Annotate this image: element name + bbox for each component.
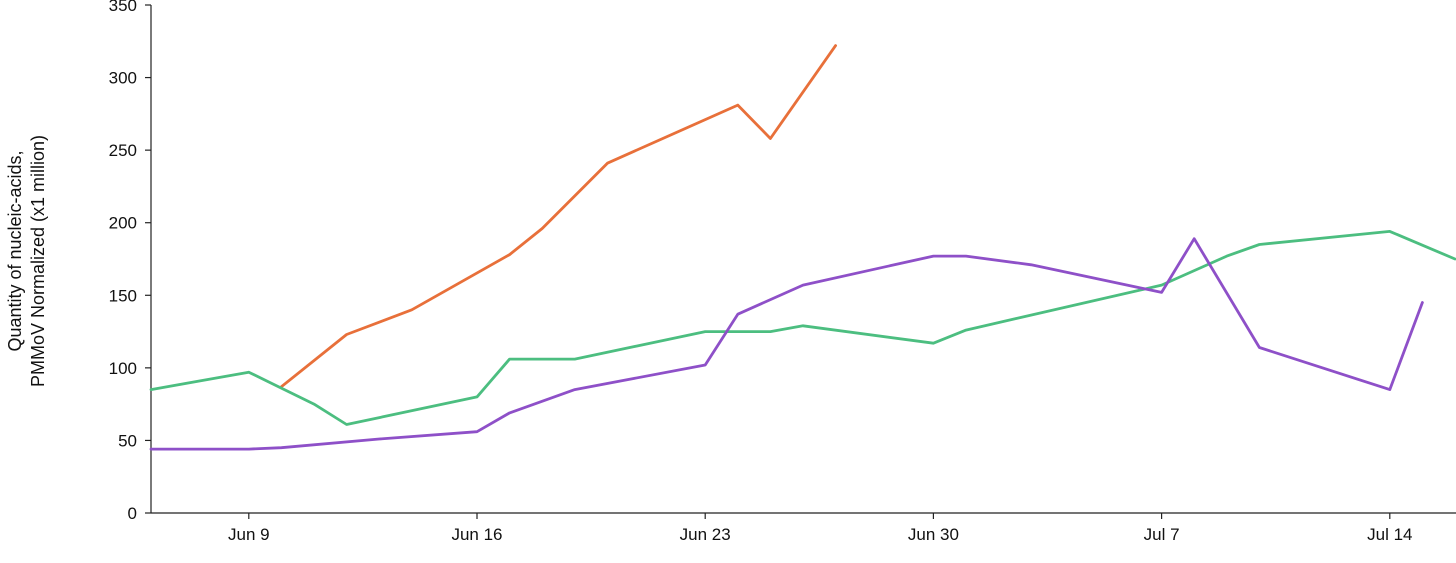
series-line-3: [149, 237, 1424, 451]
y-tick-label: 100: [109, 359, 137, 378]
x-tick-label: Jul 14: [1367, 525, 1412, 544]
y-axis-title: Quantity of nucleic-acids, PMMoV Normali…: [5, 135, 48, 387]
y-tick-label: 300: [109, 69, 137, 88]
axes: [150, 5, 1456, 514]
x-tick-label: Jul 7: [1144, 525, 1180, 544]
x-tick-label: Jun 16: [451, 525, 502, 544]
y-tick-label: 200: [109, 214, 137, 233]
y-tick-label: 250: [109, 141, 137, 160]
y-axis-ticks: 0 50 100 150 200 250 300 350: [109, 0, 151, 523]
series-line-2: [149, 229, 1456, 426]
y-tick-label: 150: [109, 286, 137, 305]
y-tick-label: 350: [109, 0, 137, 15]
series-line-1: [279, 44, 837, 389]
y-axis-title-line-1: Quantity of nucleic-acids,: [5, 150, 25, 351]
x-tick-label: Jun 30: [908, 525, 959, 544]
x-axis-ticks: Jun 9 Jun 16 Jun 23 Jun 30 Jul 7 Jul 14: [228, 513, 1412, 544]
x-tick-label: Jun 9: [228, 525, 270, 544]
series-lines: [149, 44, 1456, 451]
x-tick-label: Jun 23: [680, 525, 731, 544]
y-tick-label: 0: [128, 504, 137, 523]
y-tick-label: 50: [118, 431, 137, 450]
y-axis-title-line-2: PMMoV Normalized (x1 million): [28, 135, 48, 387]
